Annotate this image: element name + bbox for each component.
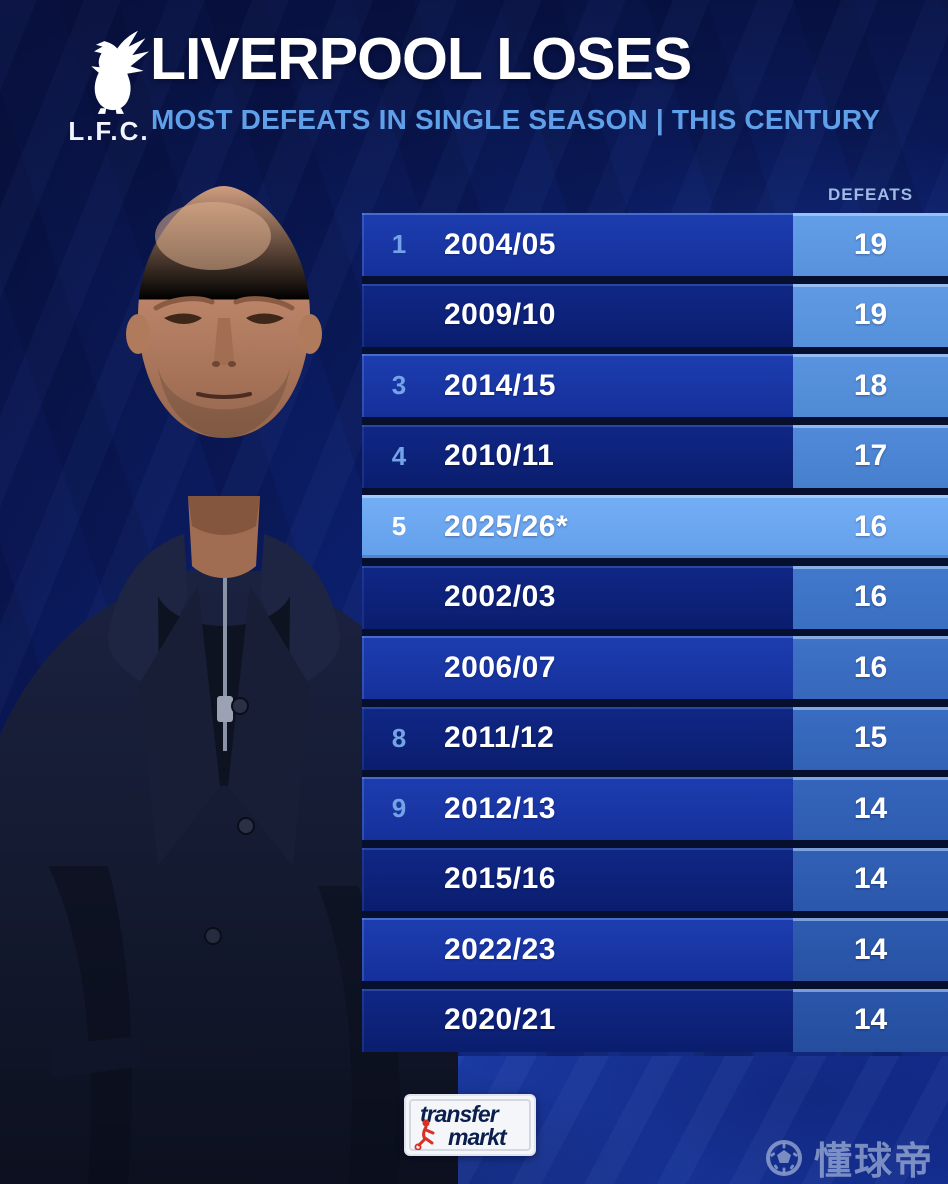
defeats-cell: 18 (793, 354, 948, 417)
defeats-cell: 16 (793, 565, 948, 629)
manager-photo (0, 166, 460, 1184)
defeats-cell: 14 (793, 918, 948, 981)
season-cell: 2025/26* (444, 509, 569, 543)
season-cell: 2015/16 (444, 862, 556, 895)
liverbird-icon (91, 30, 150, 114)
defeats-cell: 14 (793, 847, 948, 911)
row-main: 2009/10 (362, 283, 793, 347)
rank-cell: 5 (391, 511, 407, 541)
dongqiudi-watermark: 懂球帝 (764, 1130, 934, 1184)
defeats-cell: 19 (793, 213, 948, 276)
table-row: 2002/03 16 (362, 565, 948, 629)
table-row: 4 2010/11 17 (362, 424, 948, 488)
defeats-cell: 15 (793, 706, 948, 770)
defeats-cell: 19 (793, 283, 948, 347)
season-cell: 2014/15 (444, 368, 556, 402)
row-main: 4 2010/11 (362, 424, 793, 488)
season-cell: 2006/07 (444, 650, 556, 684)
table-row: 1 2004/05 19 (362, 213, 948, 276)
rank-cell: 3 (391, 370, 407, 400)
defeats-table: DEFEATS 1 2004/05 19 2009/10 19 3 2014/1… (362, 177, 948, 1052)
transfermarkt-player-icon (414, 1119, 435, 1150)
season-cell: 2012/13 (444, 791, 556, 825)
row-main: 2006/07 (362, 636, 793, 699)
row-main: 3 2014/15 (362, 354, 793, 417)
season-cell: 2009/10 (444, 298, 556, 331)
defeats-cell: 14 (793, 777, 948, 840)
football-icon (765, 1139, 802, 1176)
table-row: 2020/21 14 (362, 988, 948, 1052)
season-cell: 2002/03 (444, 580, 556, 613)
table-body: 1 2004/05 19 2009/10 19 3 2014/15 18 4 (362, 213, 948, 1052)
defeats-cell: 16 (793, 495, 948, 558)
rank-cell: 1 (391, 229, 407, 259)
watermark-text: 懂球帝 (813, 1141, 934, 1183)
row-main: 5 2025/26* (362, 495, 793, 558)
defeats-cell: 16 (793, 636, 948, 699)
rank-cell: 9 (391, 793, 407, 823)
row-main: 2015/16 (362, 847, 793, 911)
row-main: 2020/21 (362, 988, 793, 1052)
transfermarkt-logo: transfer markt (404, 1094, 536, 1156)
defeats-cell: 14 (793, 988, 948, 1052)
table-row: 8 2011/12 15 (362, 706, 948, 770)
row-main: 2002/03 (362, 565, 793, 629)
defeats-column-label: DEFEATS (827, 185, 914, 204)
table-row: 3 2014/15 18 (362, 354, 948, 417)
page-subtitle: MOST DEFEATS IN SINGLE SEASON | THIS CEN… (151, 104, 881, 135)
page-title: LIVERPOOL LOSES (150, 26, 692, 92)
club-logo: L.F.C. (48, 26, 170, 147)
row-main: 2022/23 (362, 918, 793, 981)
season-cell: 2004/05 (444, 227, 556, 261)
row-main: 9 2012/13 (362, 777, 793, 840)
table-row: 2006/07 16 (362, 636, 948, 699)
table-row: 2015/16 14 (362, 847, 948, 911)
rank-cell: 8 (391, 722, 407, 753)
row-main: 8 2011/12 (362, 706, 793, 770)
season-cell: 2020/21 (444, 1003, 556, 1036)
season-cell: 2010/11 (444, 439, 555, 472)
table-row: 9 2012/13 14 (362, 777, 948, 840)
table-row: 2009/10 19 (362, 283, 948, 347)
transfermarkt-line2: markt (448, 1124, 507, 1150)
season-cell: 2011/12 (444, 721, 555, 754)
transfermarkt-logo-border (409, 1099, 531, 1151)
club-abbr: L.F.C. (68, 116, 150, 146)
table-row: 5 2025/26* 16 (362, 495, 948, 558)
row-main: 1 2004/05 (362, 213, 793, 276)
season-cell: 2022/23 (444, 932, 556, 966)
table-row: 2022/23 14 (362, 918, 948, 981)
defeats-cell: 17 (793, 424, 948, 488)
rank-cell: 4 (391, 440, 407, 471)
transfermarkt-line1: transfer (420, 1101, 499, 1127)
table-header: DEFEATS (362, 177, 948, 213)
